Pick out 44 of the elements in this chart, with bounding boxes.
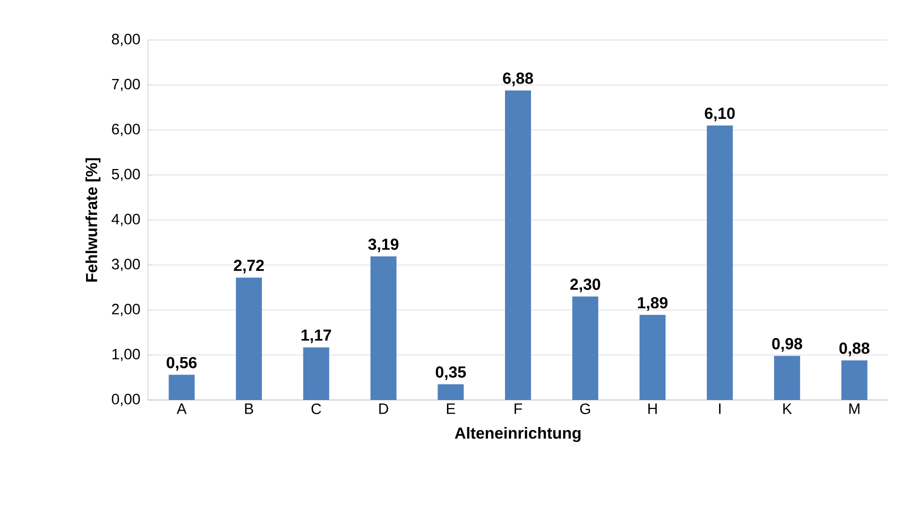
x-tick-label: B bbox=[245, 404, 254, 414]
data-label: 0,56 bbox=[166, 356, 197, 371]
y-axis-title: Fehlwurfrate [%] bbox=[86, 158, 100, 282]
bar bbox=[841, 360, 868, 400]
data-label: 3,19 bbox=[368, 238, 398, 252]
y-tick-label: 0,00 bbox=[112, 394, 140, 406]
data-label: 6,10 bbox=[704, 108, 735, 122]
data-label: 1,89 bbox=[638, 297, 668, 311]
data-label: 6,88 bbox=[503, 72, 534, 86]
x-tick-label: K bbox=[783, 404, 792, 414]
bar bbox=[438, 384, 464, 400]
y-tick-label: 7,00 bbox=[112, 78, 140, 92]
bar bbox=[303, 347, 330, 400]
bar bbox=[236, 278, 262, 400]
x-axis-title: Alteneinrichtung bbox=[454, 427, 580, 442]
bar bbox=[168, 374, 195, 400]
data-label: 2,30 bbox=[570, 278, 600, 292]
y-tick-label: 5,00 bbox=[112, 168, 140, 182]
bar bbox=[774, 356, 800, 400]
bar bbox=[640, 314, 666, 400]
y-tick-label: 4,00 bbox=[112, 214, 140, 226]
x-tick-label: E bbox=[446, 404, 456, 414]
bar bbox=[572, 296, 598, 400]
y-tick-label: 1,00 bbox=[112, 348, 140, 362]
x-tick-label: H bbox=[648, 404, 657, 414]
x-tick-label: F bbox=[514, 404, 522, 414]
x-tick-label: C bbox=[312, 404, 322, 414]
x-tick-label: M bbox=[849, 404, 860, 414]
y-tick-label: 3,00 bbox=[112, 258, 140, 272]
y-tick-label: 2,00 bbox=[112, 304, 140, 316]
data-label: 0,98 bbox=[772, 338, 802, 352]
y-tick-label: 6,00 bbox=[112, 124, 140, 136]
x-tick-label: G bbox=[580, 404, 590, 414]
data-label: 0,88 bbox=[839, 342, 870, 356]
x-tick-label: I bbox=[719, 404, 721, 414]
x-tick-label: D bbox=[379, 404, 388, 414]
bar bbox=[706, 125, 733, 400]
data-label: 1,17 bbox=[302, 330, 332, 344]
bar bbox=[370, 256, 396, 400]
data-label: 0,35 bbox=[436, 366, 466, 380]
y-tick-label: 8,00 bbox=[112, 34, 140, 46]
data-label: 2,72 bbox=[234, 260, 264, 274]
bar bbox=[505, 90, 532, 400]
x-tick-label: A bbox=[176, 404, 187, 414]
